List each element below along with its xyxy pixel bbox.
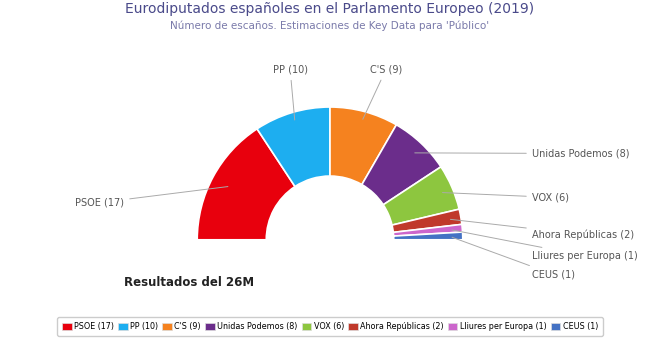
Text: CEUS (1): CEUS (1) — [452, 237, 575, 279]
Wedge shape — [393, 224, 463, 236]
Wedge shape — [392, 209, 462, 232]
Wedge shape — [362, 125, 441, 205]
Text: C'S (9): C'S (9) — [363, 65, 402, 119]
Text: Eurodiputados españoles en el Parlamento Europeo (2019): Eurodiputados españoles en el Parlamento… — [125, 2, 535, 16]
Wedge shape — [197, 129, 295, 240]
Wedge shape — [383, 167, 459, 225]
Text: Lliures per Europa (1): Lliures per Europa (1) — [451, 230, 638, 261]
Text: Unidas Podemos (8): Unidas Podemos (8) — [414, 149, 629, 158]
Text: PP (10): PP (10) — [273, 65, 308, 120]
Text: PSOE (17): PSOE (17) — [75, 187, 228, 208]
Wedge shape — [330, 107, 397, 185]
Text: Ahora Repúblicas (2): Ahora Repúblicas (2) — [450, 219, 634, 240]
Text: Resultados del 26M: Resultados del 26M — [124, 276, 254, 289]
Text: VOX (6): VOX (6) — [442, 192, 569, 202]
Wedge shape — [257, 107, 330, 187]
Legend: PSOE (17), PP (10), C'S (9), Unidas Podemos (8), VOX (6), Ahora Repúblicas (2), : PSOE (17), PP (10), C'S (9), Unidas Pode… — [57, 317, 603, 336]
Text: Número de escaños. Estimaciones de Key Data para 'Público': Número de escaños. Estimaciones de Key D… — [170, 20, 490, 31]
Wedge shape — [393, 232, 463, 240]
